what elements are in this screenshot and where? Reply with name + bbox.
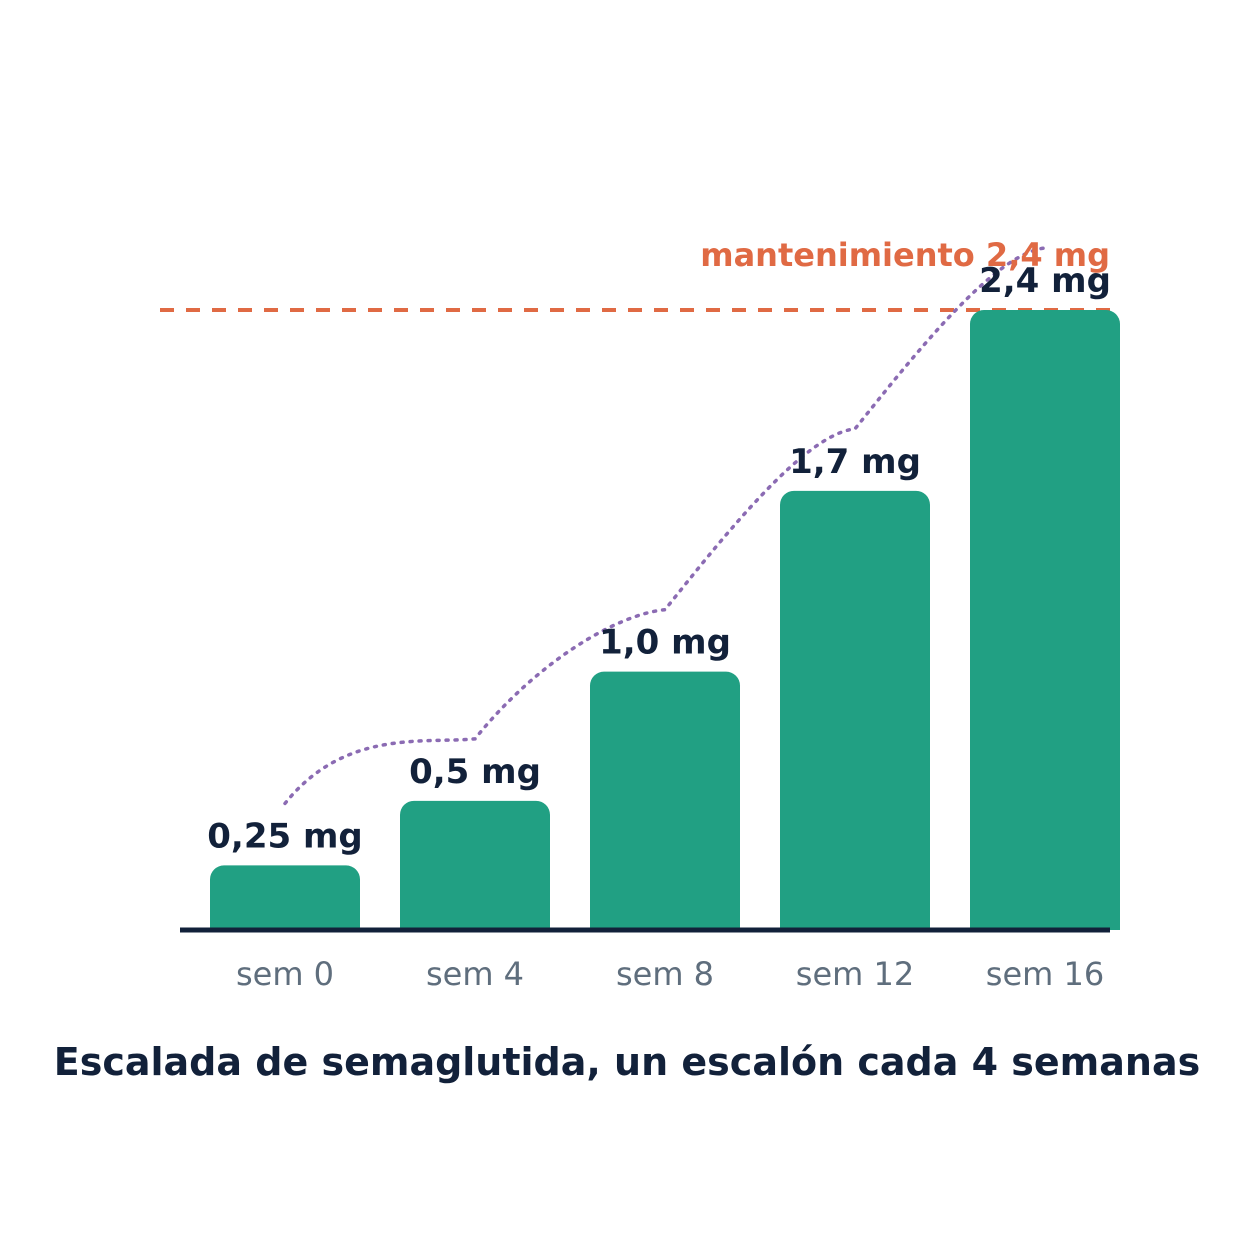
x-tick-label: sem 16 xyxy=(986,955,1104,993)
bar xyxy=(780,490,930,944)
bar xyxy=(590,671,740,944)
chart-title: Escalada de semaglutida, un escalón cada… xyxy=(54,1040,1200,1084)
trend-line xyxy=(283,246,1047,806)
x-tick-label: sem 12 xyxy=(796,955,914,993)
baseline-mask xyxy=(150,930,1150,960)
bar-value-label: 0,25 mg xyxy=(207,816,363,856)
bar xyxy=(970,310,1120,944)
x-tick-label: sem 0 xyxy=(236,955,334,993)
bar xyxy=(210,865,360,944)
x-tick-label: sem 8 xyxy=(616,955,714,993)
bar-value-label: 2,4 mg xyxy=(979,261,1111,301)
bar-value-label: 1,0 mg xyxy=(599,623,731,663)
bar-value-label: 0,5 mg xyxy=(409,752,541,792)
bar-value-label: 1,7 mg xyxy=(789,442,921,482)
bar xyxy=(400,800,550,944)
reference-line-label: mantenimiento 2,4 mg xyxy=(700,236,1110,274)
plot-area: sem 0 sem 4 sem 8 sem 12 sem 16 mantenimiento… xyxy=(150,236,1150,993)
x-tick-label: sem 4 xyxy=(426,955,524,993)
